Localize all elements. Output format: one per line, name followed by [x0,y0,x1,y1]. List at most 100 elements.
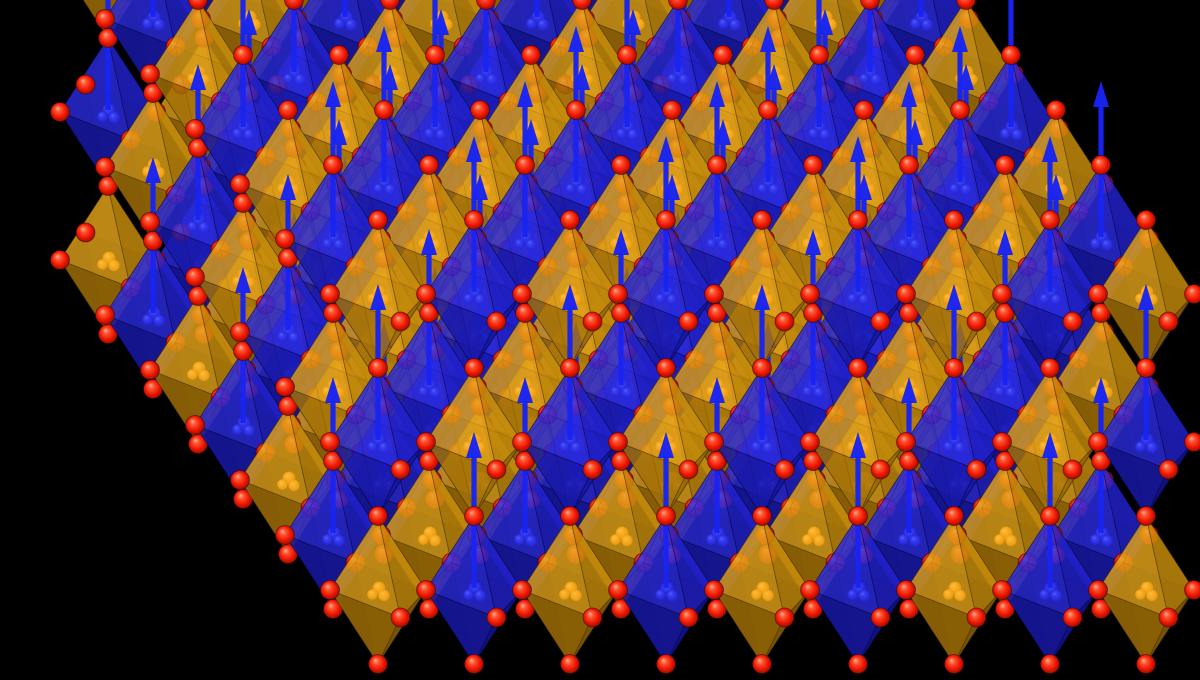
vertex-anion-atom [476,0,496,10]
vertex-anion-atom [464,210,484,230]
vertex-anion-atom [95,157,115,177]
vertex-anion-atom [425,45,445,65]
vertex-anion-atom [752,210,772,230]
spin-arrow-head [613,229,629,255]
spin-arrow-head [280,174,296,200]
vertex-anion-atom [678,459,699,480]
vertex-anion-atom [966,459,987,480]
vertex-anion-atom [800,580,820,600]
spin-arrow-head [754,284,770,310]
vertex-anion-atom [896,580,916,600]
vertex-anion-atom [560,210,580,230]
octahedron-face [953,219,1003,322]
vertex-anion-atom [323,155,343,175]
vertex-anion-atom [1136,654,1156,674]
octahedron-face [761,367,811,470]
vertex-anion-atom [390,459,411,480]
vertex-anion-atom [464,654,484,674]
spin-arrow-head [952,26,968,52]
octahedron-face [1049,219,1099,322]
vertex-anion-atom [1184,580,1200,600]
vertex-anion-atom [848,506,868,526]
octahedron-face [665,367,715,470]
spin-arrow-head [466,432,482,458]
vertex-anion-atom [560,506,580,526]
vertex-anion-atom [380,0,400,10]
vertex-anion-atom [230,470,250,490]
vertex-anion-atom [1136,506,1156,526]
vertex-anion-atom [416,432,436,452]
vertex-anion-atom [662,100,682,120]
vertex-anion-atom [419,155,439,175]
spin-arrow-head [466,136,482,162]
octahedron-face [1145,367,1195,470]
vertex-anion-atom [992,580,1012,600]
depth-layer-0 [320,136,1200,674]
vertex-anion-atom [611,155,631,175]
spin-arrow-head [709,81,725,107]
vertex-anion-atom [515,155,535,175]
vertex-anion-atom [275,377,295,397]
vertex-anion-atom [275,229,295,249]
vertex-anion-atom [668,0,688,10]
octahedron-face [377,367,427,470]
vertex-anion-atom [752,358,772,378]
spin-arrow-head [1042,136,1058,162]
octahedron-face [953,367,1003,470]
vertex-anion-atom [284,0,304,10]
vertex-anion-atom [608,580,628,600]
vertex-anion-atom [1001,45,1021,65]
vertex-anion-atom [185,119,205,139]
vertex-anion-atom [140,64,160,84]
vertex-anion-atom [950,100,970,120]
spin-arrow-head [709,377,725,403]
vertex-anion-atom [1040,358,1060,378]
spin-arrow-head [1093,377,1109,403]
vertex-anion-atom [1088,284,1108,304]
vertex-anion-atom [848,358,868,378]
spin-arrow-head [658,136,674,162]
vertex-anion-atom [758,100,778,120]
octahedron-face [104,0,176,47]
vertex-anion-atom [870,311,891,332]
vertex-anion-atom [1136,210,1156,230]
octahedron-face [473,515,523,618]
vertex-anion-atom [809,45,829,65]
vertex-anion-atom [188,0,208,10]
vertex-anion-atom [275,525,295,545]
vertex-anion-atom [368,506,388,526]
vertex-anion-atom [512,284,532,304]
vertex-anion-atom [278,100,298,120]
spin-arrow-head [517,81,533,107]
vertex-anion-atom [50,250,70,270]
vertex-anion-atom [870,459,891,480]
octahedron-face [1145,219,1195,322]
vertex-anion-atom [800,432,820,452]
vertex-anion-atom [944,358,964,378]
vertex-anion-atom [800,284,820,304]
layer-vertex-atoms [320,210,1200,674]
octahedron-face [1049,367,1099,470]
octahedron-face [665,219,715,322]
vertex-anion-atom [704,580,724,600]
spin-arrow-head [325,377,341,403]
spin-arrow-head [421,229,437,255]
vertex-anion-atom [774,607,795,628]
vertex-anion-atom [608,284,628,304]
vertex-anion-atom [848,210,868,230]
vertex-anion-atom [944,654,964,674]
vertex-anion-atom [140,212,160,232]
vertex-anion-atom [512,580,532,600]
vertex-anion-atom [560,654,580,674]
vertex-anion-atom [656,210,676,230]
vertex-anion-atom [944,210,964,230]
vertex-anion-atom [572,0,592,10]
vertex-anion-atom [464,506,484,526]
octahedron-face [569,515,619,618]
vertex-anion-atom [1046,100,1066,120]
vertex-anion-atom [860,0,880,10]
octahedron-face [761,219,811,322]
spin-arrow-head [376,26,392,52]
vertex-anion-atom [956,0,976,10]
